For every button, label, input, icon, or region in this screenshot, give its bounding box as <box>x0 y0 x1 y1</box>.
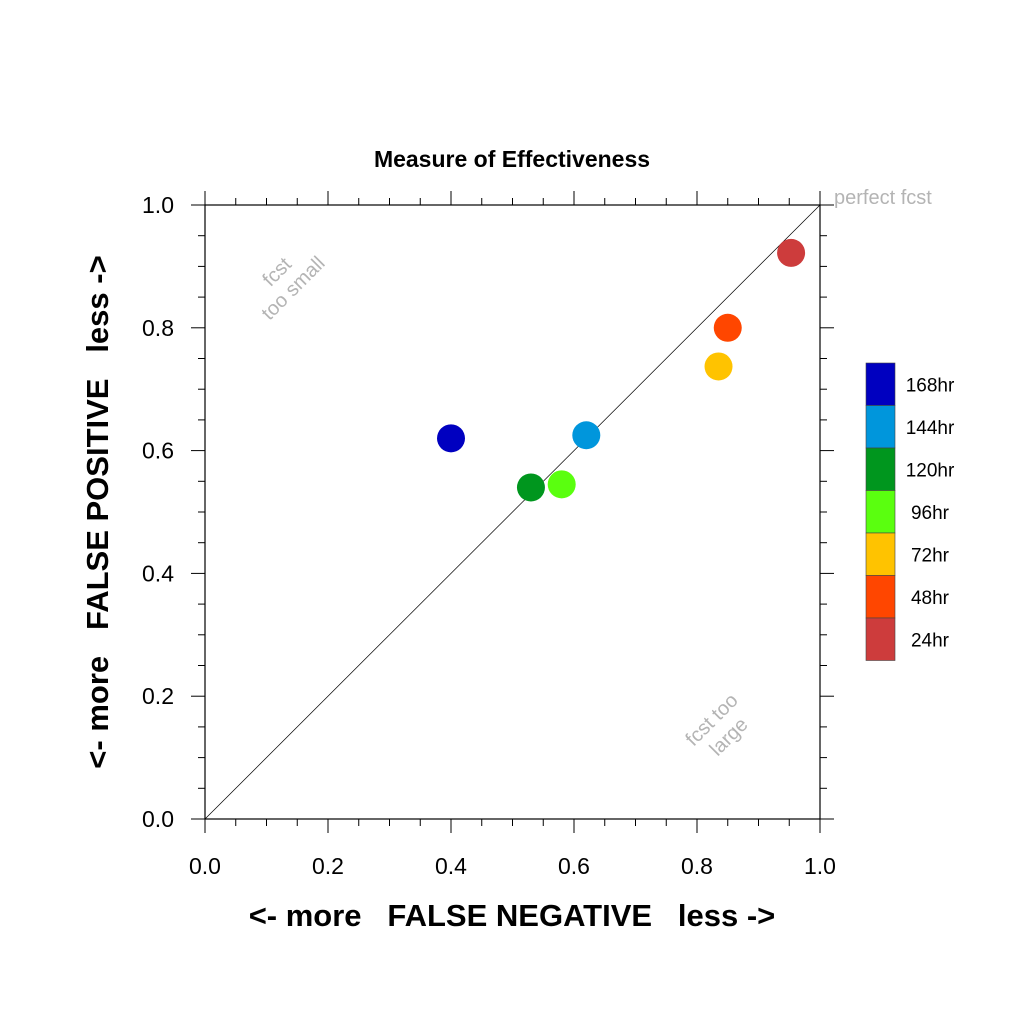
data-points <box>437 238 806 502</box>
y-tick-label: 0.8 <box>142 315 174 341</box>
legend-label-72hr: 72hr <box>911 545 950 566</box>
point-48hr <box>713 313 742 342</box>
x-tick-label: 0.6 <box>558 853 590 879</box>
legend-swatch-96hr <box>865 490 896 534</box>
y-tick-label: 1.0 <box>142 192 174 218</box>
annotation-too-small-line2: too small <box>257 252 329 324</box>
legend-label-24hr: 24hr <box>911 630 950 651</box>
annotation-too-large: fcst too large <box>682 690 753 761</box>
legend-label-96hr: 96hr <box>911 503 950 524</box>
tick-marks <box>191 191 834 833</box>
legend-swatch-24hr <box>865 617 896 661</box>
point-144hr <box>572 421 601 450</box>
annotation-too-small: fcst too small <box>257 252 329 324</box>
legend: 168hr 144hr 120hr 96hr 72hr 48hr 24hr <box>865 362 955 661</box>
legend-swatch-168hr <box>865 362 896 406</box>
y-tick-label: 0.2 <box>142 683 174 709</box>
x-axis-label: <- more FALSE NEGATIVE less -> <box>249 898 776 933</box>
point-96hr <box>547 470 576 499</box>
x-tick-label: 0.0 <box>189 853 221 879</box>
y-tick-labels: 0.0 0.2 0.4 0.6 0.8 1.0 <box>142 192 174 832</box>
legend-label-144hr: 144hr <box>906 418 955 439</box>
y-tick-label: 0.4 <box>142 560 174 586</box>
legend-swatch-144hr <box>865 405 896 449</box>
point-168hr <box>437 424 465 453</box>
legend-swatch-120hr <box>865 447 896 491</box>
point-72hr <box>704 352 733 381</box>
point-120hr <box>516 473 545 502</box>
reference-diagonal <box>204 204 821 820</box>
plot-area: 0.0 0.2 0.4 0.6 0.8 1.0 0.0 0.2 0.4 0.6 0.8 1.0 <box>142 191 836 879</box>
x-tick-label: 0.8 <box>681 853 713 879</box>
legend-label-168hr: 168hr <box>906 375 955 396</box>
y-tick-label: 0.0 <box>142 806 174 832</box>
x-tick-label: 0.4 <box>435 853 467 879</box>
legend-swatch-72hr <box>865 532 896 576</box>
legend-label-120hr: 120hr <box>906 460 955 481</box>
x-tick-labels: 0.0 0.2 0.4 0.6 0.8 1.0 <box>189 853 836 879</box>
chart-title: Measure of Effectiveness <box>374 146 650 172</box>
legend-swatch-48hr <box>865 575 896 619</box>
point-24hr <box>777 238 806 267</box>
x-tick-label: 0.2 <box>312 853 344 879</box>
legend-label-48hr: 48hr <box>911 588 950 609</box>
y-tick-label: 0.6 <box>142 438 174 464</box>
x-tick-label: 1.0 <box>804 853 836 879</box>
y-axis-label: <- more FALSE POSITIVE less -> <box>80 255 115 768</box>
annotation-perfect-fcst: perfect fcst <box>834 187 932 209</box>
